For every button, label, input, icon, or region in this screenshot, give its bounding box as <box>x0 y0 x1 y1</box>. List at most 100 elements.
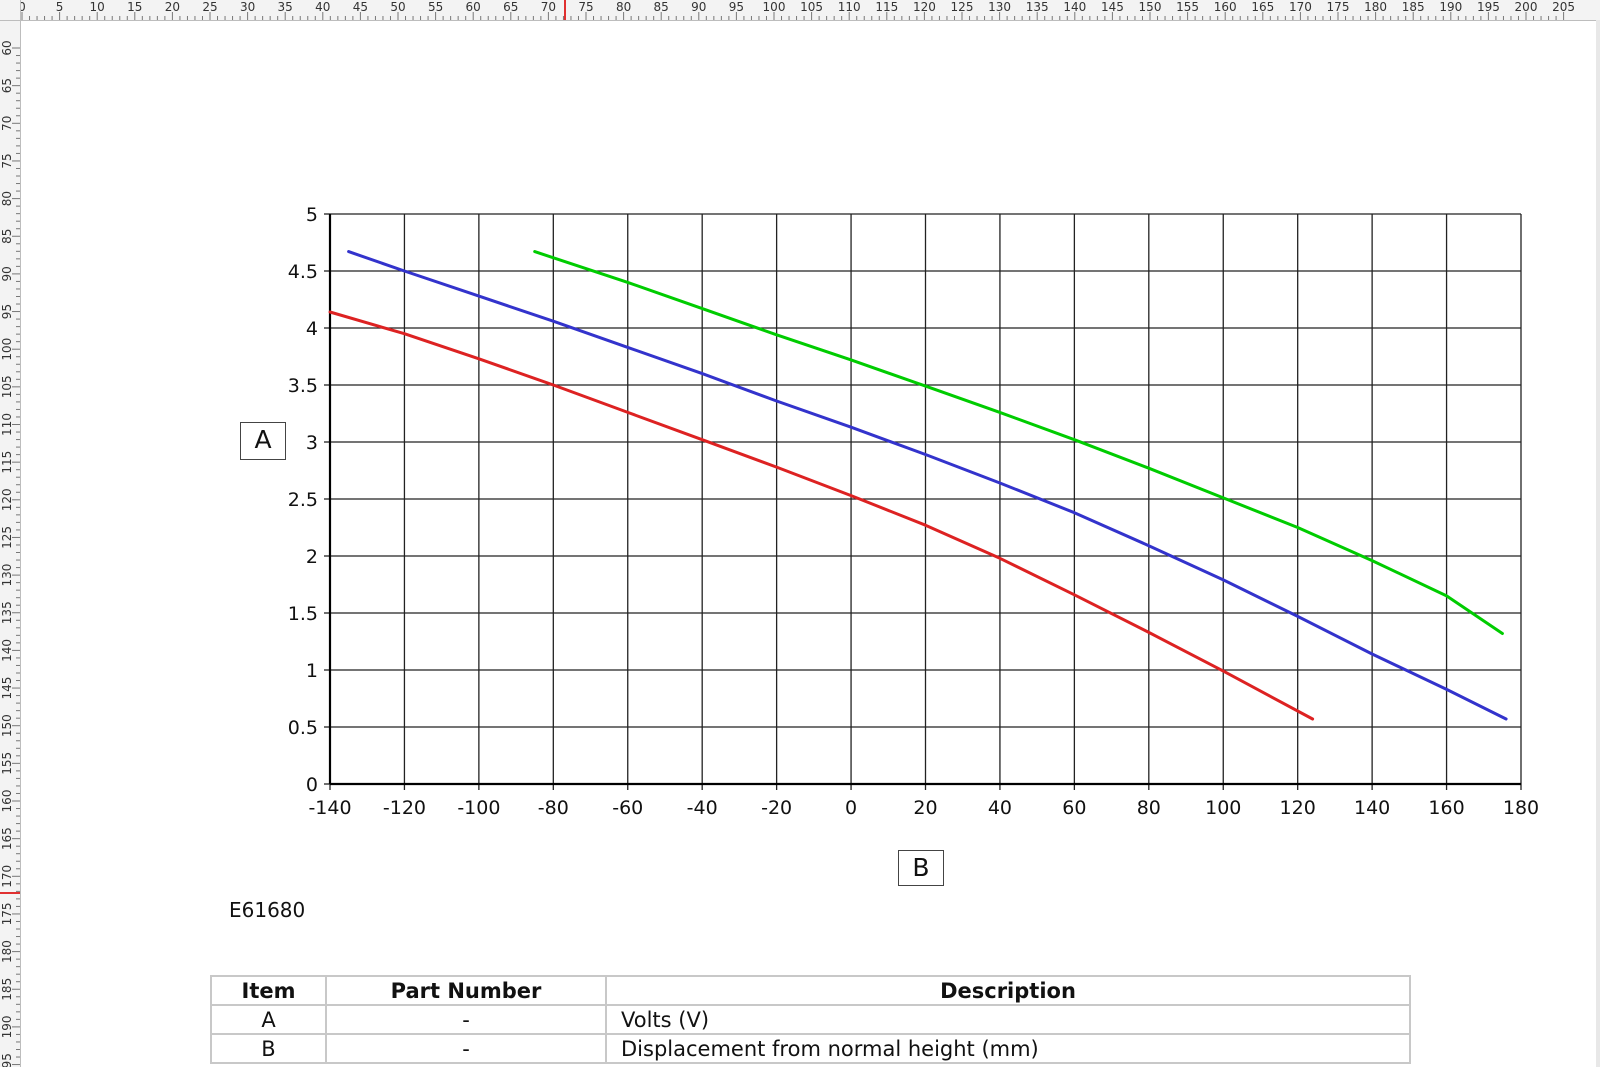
header-part-number: Part Number <box>325 975 607 1006</box>
ruler-label: 85 <box>0 229 14 244</box>
ruler-label: 200 <box>1515 0 1538 14</box>
ruler-label: 85 <box>654 0 669 14</box>
ruler-label: 165 <box>1251 0 1274 14</box>
ruler-label: 160 <box>0 790 14 813</box>
legend-table: Item Part Number Description A - Volts (… <box>210 975 1411 1064</box>
y-tick-label: 1.5 <box>288 603 318 625</box>
x-tick-label: 0 <box>845 797 857 819</box>
ruler-label: 105 <box>0 375 14 398</box>
y-tick-label: 0 <box>306 774 318 796</box>
ruler-label: 95 <box>729 0 744 14</box>
ruler-label: 185 <box>0 978 14 1001</box>
x-tick-label: 100 <box>1205 797 1241 819</box>
ruler-label: 20 <box>165 0 180 14</box>
ruler-label: 15 <box>127 0 142 14</box>
ruler-label: 40 <box>315 0 330 14</box>
x-tick-label: -60 <box>612 797 643 819</box>
ruler-label: 185 <box>1402 0 1425 14</box>
figure-id: E61680 <box>229 898 306 922</box>
y-tick-label: 4.5 <box>288 261 318 283</box>
ruler-label: 150 <box>0 714 14 737</box>
cell-part-number: - <box>325 1033 607 1064</box>
ruler-label: 135 <box>1026 0 1049 14</box>
ruler-label: 110 <box>838 0 861 14</box>
ruler-label: 165 <box>0 827 14 850</box>
ruler-label: 10 <box>90 0 105 14</box>
x-tick-label: 20 <box>913 797 937 819</box>
ruler-label: 110 <box>0 413 14 436</box>
ruler-label: 140 <box>1063 0 1086 14</box>
ruler-label: 75 <box>578 0 593 14</box>
ruler-label: 155 <box>1176 0 1199 14</box>
ruler-label: 125 <box>0 526 14 549</box>
ruler-label: 195 <box>0 1053 14 1067</box>
ruler-label: 70 <box>0 116 14 131</box>
ruler-label: 150 <box>1139 0 1162 14</box>
table-header-row: Item Part Number Description <box>210 975 1411 1006</box>
ruler-label: 90 <box>691 0 706 14</box>
chart-series <box>328 250 1508 721</box>
x-tick-label: -40 <box>687 797 718 819</box>
ruler-label: 80 <box>616 0 631 14</box>
ruler-label: 155 <box>0 752 14 775</box>
ruler-label: 175 <box>0 902 14 925</box>
cell-description: Displacement from normal height (mm) <box>605 1033 1411 1064</box>
ruler-label: 90 <box>0 266 14 281</box>
ruler-label: 130 <box>988 0 1011 14</box>
y-tick-label: 3 <box>306 432 318 454</box>
ruler-label: 125 <box>951 0 974 14</box>
ruler-label: 5 <box>56 0 64 14</box>
ruler-label: 180 <box>0 940 14 963</box>
cell-item: A <box>210 1004 327 1035</box>
ruler-label: 120 <box>0 488 14 511</box>
y-tick-label: 3.5 <box>288 375 318 397</box>
ruler-label: 120 <box>913 0 936 14</box>
ruler-label: 75 <box>0 153 14 168</box>
x-tick-label: 160 <box>1428 797 1464 819</box>
ruler-label: 55 <box>428 0 443 14</box>
ruler-label: 195 <box>1477 0 1500 14</box>
x-axis-label-box: B <box>898 850 944 886</box>
ruler-label: 25 <box>202 0 217 14</box>
ruler-label: 35 <box>278 0 293 14</box>
ruler-label: 65 <box>503 0 518 14</box>
table-row: B - Displacement from normal height (mm) <box>210 1033 1411 1064</box>
cell-item: B <box>210 1033 327 1064</box>
header-description: Description <box>605 975 1411 1006</box>
ruler-corner <box>0 0 21 21</box>
cell-part-number: - <box>325 1004 607 1035</box>
x-tick-label: 180 <box>1503 797 1539 819</box>
ruler-label: 145 <box>1101 0 1124 14</box>
ruler-label: 95 <box>0 304 14 319</box>
y-tick-label: 2 <box>306 546 318 568</box>
x-tick-label: 40 <box>988 797 1012 819</box>
vertical-scrollbar[interactable] <box>1596 20 1600 1067</box>
ruler-label: 45 <box>353 0 368 14</box>
y-axis-label-box: A <box>240 422 286 460</box>
x-tick-label: 140 <box>1354 797 1390 819</box>
ruler-label: 180 <box>1364 0 1387 14</box>
x-tick-label: -20 <box>761 797 792 819</box>
chart-axes <box>324 213 1522 790</box>
ruler-label: 145 <box>0 677 14 700</box>
table-row: A - Volts (V) <box>210 1004 1411 1035</box>
series-line-3 <box>328 310 1315 721</box>
x-tick-label: -80 <box>538 797 569 819</box>
ruler-label: 170 <box>1289 0 1312 14</box>
y-tick-label: 5 <box>306 204 318 226</box>
x-tick-label: 120 <box>1280 797 1316 819</box>
ruler-label: 0 <box>18 0 26 14</box>
ruler-label: 170 <box>0 865 14 888</box>
ruler-label: 65 <box>0 78 14 93</box>
ruler-label: 70 <box>541 0 556 14</box>
ruler-label: 60 <box>0 40 14 55</box>
y-tick-label: 4 <box>306 318 318 340</box>
ruler-label: 175 <box>1327 0 1350 14</box>
ruler-label: 115 <box>0 451 14 474</box>
ruler-label: 50 <box>390 0 405 14</box>
header-item: Item <box>210 975 327 1006</box>
x-tick-label: -100 <box>457 797 500 819</box>
y-tick-label: 1 <box>306 660 318 682</box>
vertical-ruler: 60 65 70 75 80 85 90 95 100 105 110 115 120 125 130 135… <box>0 20 21 1067</box>
